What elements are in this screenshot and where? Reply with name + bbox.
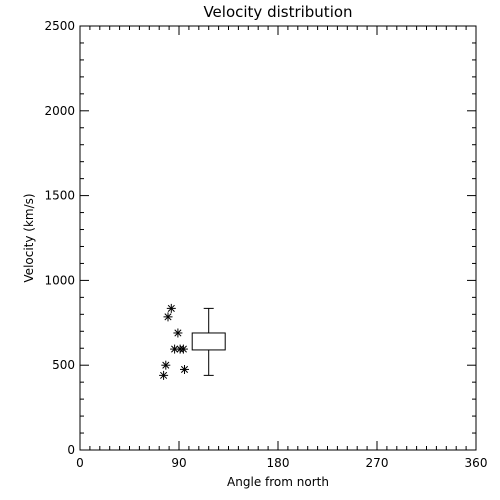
plot-frame <box>79 25 477 451</box>
scatter-point <box>161 360 171 370</box>
y-axis-label: Velocity (km/s) <box>22 193 36 282</box>
x-axis: 0 90 180 270 360 <box>76 26 487 470</box>
box-iqr <box>191 332 226 351</box>
x-tick-label: 180 <box>267 456 290 470</box>
x-tick-label: 360 <box>465 456 488 470</box>
x-tick-label: 0 <box>76 456 84 470</box>
scatter-point <box>178 344 188 354</box>
x-tick-label: 90 <box>171 456 186 470</box>
y-tick-label: 1500 <box>44 189 75 203</box>
scatter-point <box>159 370 169 380</box>
scatter-point <box>180 364 189 374</box>
scatter-point <box>166 303 176 313</box>
scatter-point <box>173 328 183 338</box>
scatter-point <box>163 312 173 322</box>
y-tick-label: 2500 <box>44 19 75 33</box>
y-axis: 0 500 1000 1500 2000 2500 <box>44 19 476 457</box>
y-tick-label: 1000 <box>44 273 75 287</box>
y-tick-label: 0 <box>67 443 75 457</box>
chart-title: Velocity distribution <box>203 3 352 21</box>
box-plot <box>191 307 226 376</box>
y-tick-label: 500 <box>52 358 75 372</box>
x-axis-label: Angle from north <box>227 475 329 489</box>
scatter-points <box>159 303 189 380</box>
y-tick-label: 2000 <box>44 104 75 118</box>
x-tick-label: 270 <box>366 456 389 470</box>
